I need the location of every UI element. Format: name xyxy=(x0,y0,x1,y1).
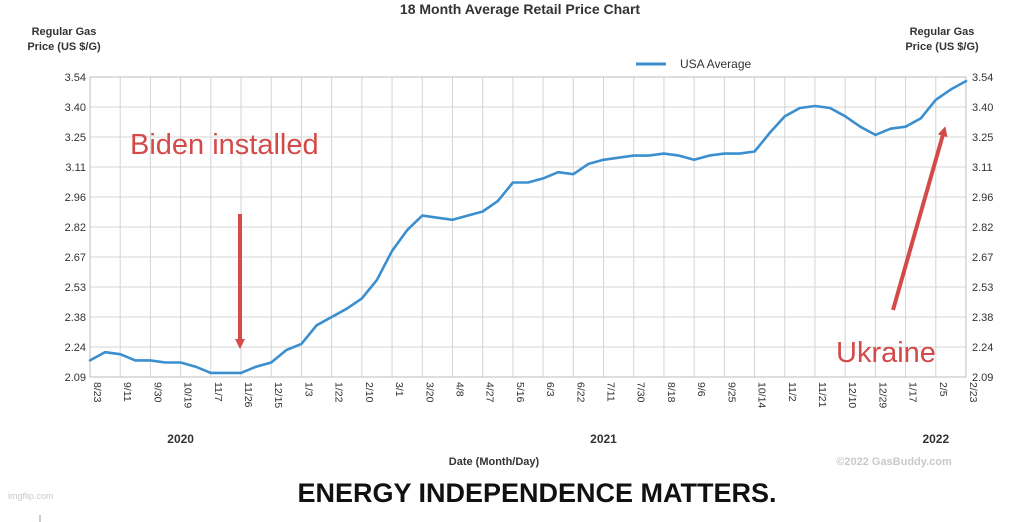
x-tick-label: 11/2 xyxy=(786,382,798,402)
imgflip-watermark: imgflip.com xyxy=(8,491,54,501)
x-tick-label: 9/6 xyxy=(695,382,707,397)
x-axis-title: Date (Month/Day) xyxy=(449,456,540,468)
y-tick-label-right: 3.11 xyxy=(972,162,993,174)
y-tick-label-right: 2.24 xyxy=(972,342,993,354)
x-tick-label: 4/27 xyxy=(484,382,496,403)
y-tick-label-left: 2.67 xyxy=(65,252,86,264)
y-ticks-right: 3.54 3.40 3.25 3.11 2.96 2.82 2.67 2.53 2.38 2.24… xyxy=(972,72,993,384)
y-tick-label-right: 3.54 xyxy=(972,72,993,84)
y-axis-title-right-line1: Regular Gas xyxy=(910,26,975,38)
gasbuddy-credit: ©2022 GasBuddy.com xyxy=(836,456,952,468)
legend: USA Average xyxy=(636,57,751,71)
y-tick-label-left: 2.09 xyxy=(65,372,86,384)
y-tick-label-left: 2.82 xyxy=(65,222,86,234)
annotation-biden-installed: Biden installed xyxy=(130,129,319,161)
x-tick-label: 5/16 xyxy=(514,382,526,403)
x-tick-label: 9/11 xyxy=(121,382,133,402)
y-tick-label-right: 2.96 xyxy=(972,192,993,204)
x-tick-label: 1/22 xyxy=(333,382,345,403)
x-tick-label: 7/30 xyxy=(635,382,647,403)
y-tick-label-right: 3.25 xyxy=(972,132,993,144)
legend-label: USA Average xyxy=(680,57,751,71)
y-tick-label-right: 3.40 xyxy=(972,102,993,114)
x-tick-label: 12/10 xyxy=(846,382,858,408)
y-tick-label-left: 3.11 xyxy=(65,162,86,174)
x-tick-label: 6/3 xyxy=(544,382,556,397)
usa-average-line xyxy=(88,79,968,375)
x-tick-label: 11/26 xyxy=(242,382,254,408)
x-tick-label: 3/20 xyxy=(423,382,435,403)
x-tick-label: 11/7 xyxy=(212,382,224,402)
x-tick-label: 8/18 xyxy=(665,382,677,403)
y-tick-label-left: 2.96 xyxy=(65,192,86,204)
y-tick-label-left: 2.38 xyxy=(65,312,86,324)
caption: ENERGY INDEPENDENCE MATTERS. xyxy=(297,478,776,508)
x-tick-label: 12/15 xyxy=(272,382,284,408)
x-tick-label: 4/8 xyxy=(453,382,465,397)
x-ticks: 8/23 9/11 9/30 10/19 11/7 11/26 12/15 1/3 1/22 2/… xyxy=(91,382,979,408)
x-tick-label: 11/21 xyxy=(816,382,828,408)
chart-title: 18 Month Average Retail Price Chart xyxy=(400,1,640,17)
x-tick-label: 7/11 xyxy=(605,382,617,402)
y-tick-label-left: 2.24 xyxy=(65,342,86,354)
y-tick-label-right: 2.09 xyxy=(972,372,993,384)
year-label: 2020 xyxy=(167,432,194,446)
x-tick-label: 12/29 xyxy=(876,382,888,408)
y-axis-title-right-line2: Price (US $/G) xyxy=(905,41,979,53)
y-tick-label-right: 2.38 xyxy=(972,312,993,324)
y-tick-label-left: 3.54 xyxy=(65,72,86,84)
x-tick-label: 1/3 xyxy=(302,382,314,397)
year-label: 2022 xyxy=(922,432,949,446)
annotation-ukraine: Ukraine xyxy=(836,337,936,369)
y-tick-label-right: 2.82 xyxy=(972,222,993,234)
x-tick-label: 9/25 xyxy=(725,382,737,403)
x-tick-label: 2/23 xyxy=(967,382,979,403)
x-tick-label: 1/17 xyxy=(907,382,919,403)
y-tick-label-right: 2.53 xyxy=(972,282,993,294)
x-tick-label: 6/22 xyxy=(574,382,586,403)
y-tick-label-left: 2.53 xyxy=(65,282,86,294)
y-tick-label-left: 3.40 xyxy=(65,102,86,114)
x-tick-label: 10/19 xyxy=(182,382,194,408)
y-ticks-left: 3.54 3.40 3.25 3.11 2.96 2.82 2.67 2.53 2.38 2.24… xyxy=(65,72,86,384)
x-tick-label: 2/10 xyxy=(363,382,375,403)
x-tick-label: 8/23 xyxy=(91,382,103,403)
year-label: 2021 xyxy=(590,432,617,446)
y-tick-label-left: 3.25 xyxy=(65,132,86,144)
plot-frame xyxy=(89,76,967,378)
y-axis-title-left-line1: Regular Gas xyxy=(32,26,97,38)
x-tick-label: 10/14 xyxy=(756,382,768,408)
y-axis-title-left-line2: Price (US $/G) xyxy=(27,41,101,53)
y-tick-label-right: 2.67 xyxy=(972,252,993,264)
x-tick-label: 3/1 xyxy=(393,382,405,397)
x-tick-label: 2/5 xyxy=(937,382,949,397)
arrow-up xyxy=(891,126,948,311)
year-labels: 2020 2021 2022 xyxy=(167,432,949,446)
x-tick-label: 9/30 xyxy=(151,382,163,403)
